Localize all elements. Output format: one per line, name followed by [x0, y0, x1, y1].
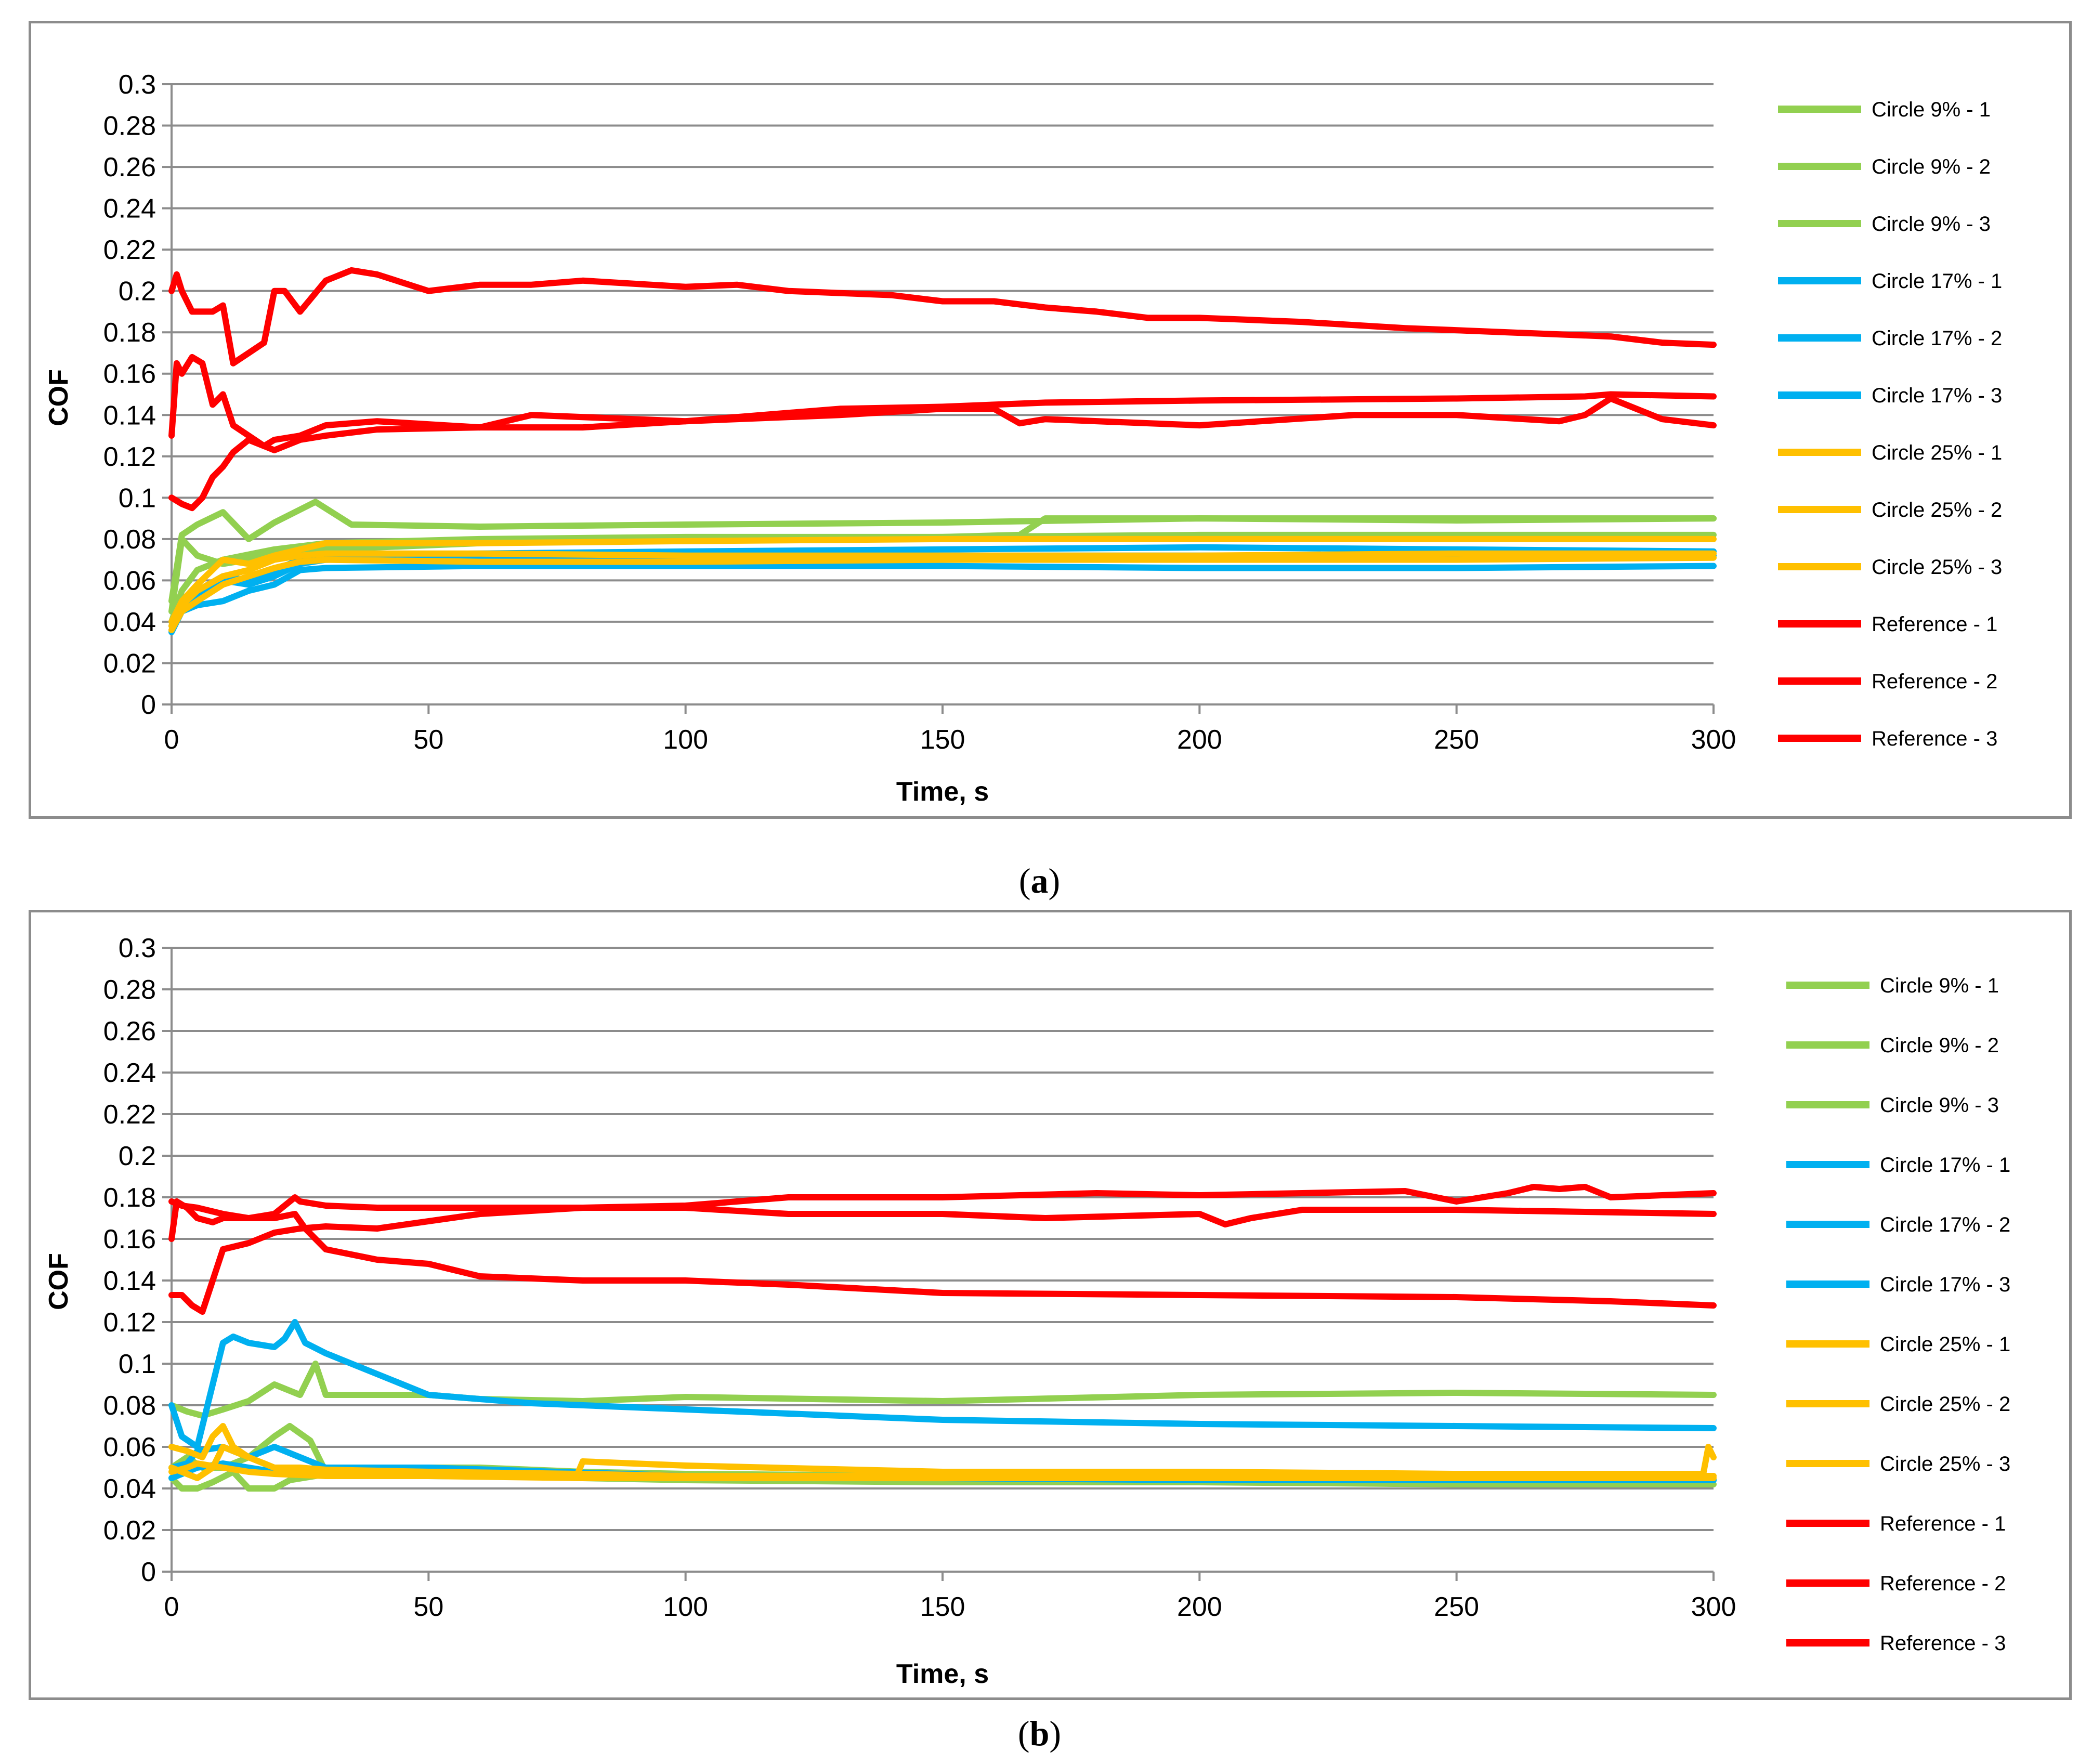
x-tick-label: 250: [1434, 1592, 1479, 1622]
series-line-10: [168, 267, 1717, 367]
y-tick-label: 0.16: [103, 1224, 156, 1255]
y-tick-label: 0.18: [103, 318, 156, 348]
legend-label: Circle 9% - 2: [1880, 1034, 1999, 1057]
y-tick-label: 0.2: [119, 277, 156, 307]
x-tick-label: 150: [920, 1592, 965, 1622]
legend-label: Circle 25% - 1: [1872, 441, 2002, 464]
legend-label: Circle 9% - 3: [1880, 1094, 1999, 1117]
y-tick-label: 0.26: [103, 152, 156, 182]
y-tick-label: 0.3: [119, 933, 156, 963]
caption-a: (a): [0, 860, 2079, 901]
legend-label: Reference - 3: [1880, 1632, 2006, 1655]
y-tick-label: 0.02: [103, 648, 156, 678]
y-tick-label: 0.3: [119, 70, 156, 100]
series-line-9: [168, 1460, 1717, 1481]
y-tick-label: 0.12: [103, 442, 156, 472]
y-tick-label: 0.26: [103, 1016, 156, 1047]
legend-label: Reference - 1: [1872, 613, 1997, 636]
series-line-4: [168, 1319, 1717, 1450]
y-tick-label: 0.2: [119, 1141, 156, 1171]
legend-label: Circle 25% - 3: [1872, 556, 2002, 579]
legend-label: Reference - 2: [1880, 1572, 2006, 1595]
y-tick-label: 0.08: [103, 525, 156, 555]
y-tick-label: 0.06: [103, 1432, 156, 1462]
legend-label: Reference - 2: [1872, 670, 1997, 693]
x-tick-label: 250: [1434, 725, 1479, 755]
y-tick-label: 0: [141, 690, 156, 720]
x-tick-label: 200: [1177, 725, 1222, 755]
legend-label: Reference - 1: [1880, 1512, 2006, 1535]
y-tick-label: 0: [141, 1557, 156, 1587]
series-line-12: [168, 1198, 1717, 1309]
x-tick-label: 300: [1691, 725, 1736, 755]
x-tick-label: 50: [413, 1592, 443, 1622]
y-tick-label: 0.06: [103, 566, 156, 596]
legend-label: Circle 17% - 1: [1872, 270, 2002, 293]
legend-label: Circle 9% - 3: [1872, 213, 1991, 236]
y-tick-label: 0.28: [103, 975, 156, 1005]
y-tick-label: 0.24: [103, 194, 156, 224]
y-tick-label: 0.18: [103, 1183, 156, 1213]
legend-label: Circle 17% - 2: [1872, 327, 2002, 350]
legend-label: Circle 25% - 2: [1872, 499, 2002, 521]
series-line-7: [168, 535, 1717, 625]
legend-label: Circle 17% - 2: [1880, 1213, 2010, 1236]
series-line-4: [168, 563, 1717, 635]
y-tick-label: 0.1: [119, 1349, 156, 1379]
y-tick-label: 0.04: [103, 1474, 156, 1504]
caption-b-open: (: [1017, 1714, 1030, 1753]
series-line-8: [168, 550, 1717, 629]
legend-label: Circle 9% - 1: [1872, 98, 1991, 121]
series-line-9: [168, 554, 1717, 633]
chart-b: 0 0.02 0.04 0.06 0.08 0.1 0.12 0.14 0.16 0.18 0.2 0…: [44, 933, 2010, 1689]
series-line-12: [168, 395, 1717, 512]
caption-b-label: b: [1029, 1714, 1050, 1753]
legend-label: Reference - 3: [1872, 727, 1997, 750]
x-tick-label: 300: [1691, 1592, 1736, 1622]
x-axis-title-b: Time, s: [896, 1659, 989, 1689]
x-tick-label: 50: [413, 725, 443, 755]
legend-label: Circle 25% - 3: [1880, 1453, 2010, 1475]
chart-panel-b: 0 0.02 0.04 0.06 0.08 0.1 0.12 0.14 0.16 0.18 0.2 0…: [0, 894, 2079, 1764]
legend-label: Circle 25% - 2: [1880, 1393, 2010, 1416]
series-line-1: [168, 1361, 1717, 1419]
legend-label: Circle 25% - 1: [1880, 1333, 2010, 1356]
caption-a-open: (: [1018, 861, 1031, 900]
y-tick-label: 0.22: [103, 235, 156, 265]
caption-a-label: a: [1030, 861, 1049, 900]
y-tick-label: 0.1: [119, 483, 156, 513]
x-tick-label: 150: [920, 725, 965, 755]
y-tick-label: 0.16: [103, 359, 156, 389]
y-tick-label: 0.08: [103, 1391, 156, 1421]
x-tick-label: 100: [663, 1592, 708, 1622]
x-tick-label: 0: [164, 725, 179, 755]
y-axis-title-a: COF: [44, 369, 74, 426]
x-tick-label: 0: [164, 1592, 179, 1622]
legend-label: Circle 17% - 3: [1872, 384, 2002, 407]
y-tick-label: 0.04: [103, 607, 156, 637]
series-line-11: [168, 1205, 1717, 1315]
y-tick-label: 0.22: [103, 1100, 156, 1130]
chart-frame-b: [29, 910, 2072, 1700]
y-tick-label: 0.14: [103, 400, 156, 430]
caption-b: (b): [0, 1713, 2079, 1754]
y-axis-title-b: COF: [44, 1253, 74, 1310]
legend-label: Circle 9% - 1: [1880, 974, 1999, 997]
chart-panel-a: 0 0.02 0.04 0.06 0.08 0.1 0.12 0.14 0.16 0.18 0.2 0…: [29, 21, 2072, 900]
x-tick-label: 100: [663, 725, 708, 755]
legend-label: Circle 17% - 3: [1880, 1273, 2010, 1296]
legend-label: Circle 9% - 2: [1872, 155, 1991, 178]
y-tick-label: 0.02: [103, 1515, 156, 1546]
x-tick-label: 200: [1177, 1592, 1222, 1622]
legend-label: Circle 17% - 1: [1880, 1154, 2010, 1177]
chart-a: 0 0.02 0.04 0.06 0.08 0.1 0.12 0.14 0.16 0.18 0.2 0…: [44, 70, 2002, 807]
y-tick-label: 0.14: [103, 1266, 156, 1296]
caption-a-close: ): [1048, 861, 1061, 900]
y-tick-label: 0.24: [103, 1058, 156, 1088]
x-axis-title-a: Time, s: [896, 777, 989, 807]
caption-b-close: ): [1049, 1714, 1062, 1753]
y-tick-label: 0.28: [103, 111, 156, 141]
y-tick-label: 0.12: [103, 1308, 156, 1338]
series-line-11: [168, 354, 1717, 449]
